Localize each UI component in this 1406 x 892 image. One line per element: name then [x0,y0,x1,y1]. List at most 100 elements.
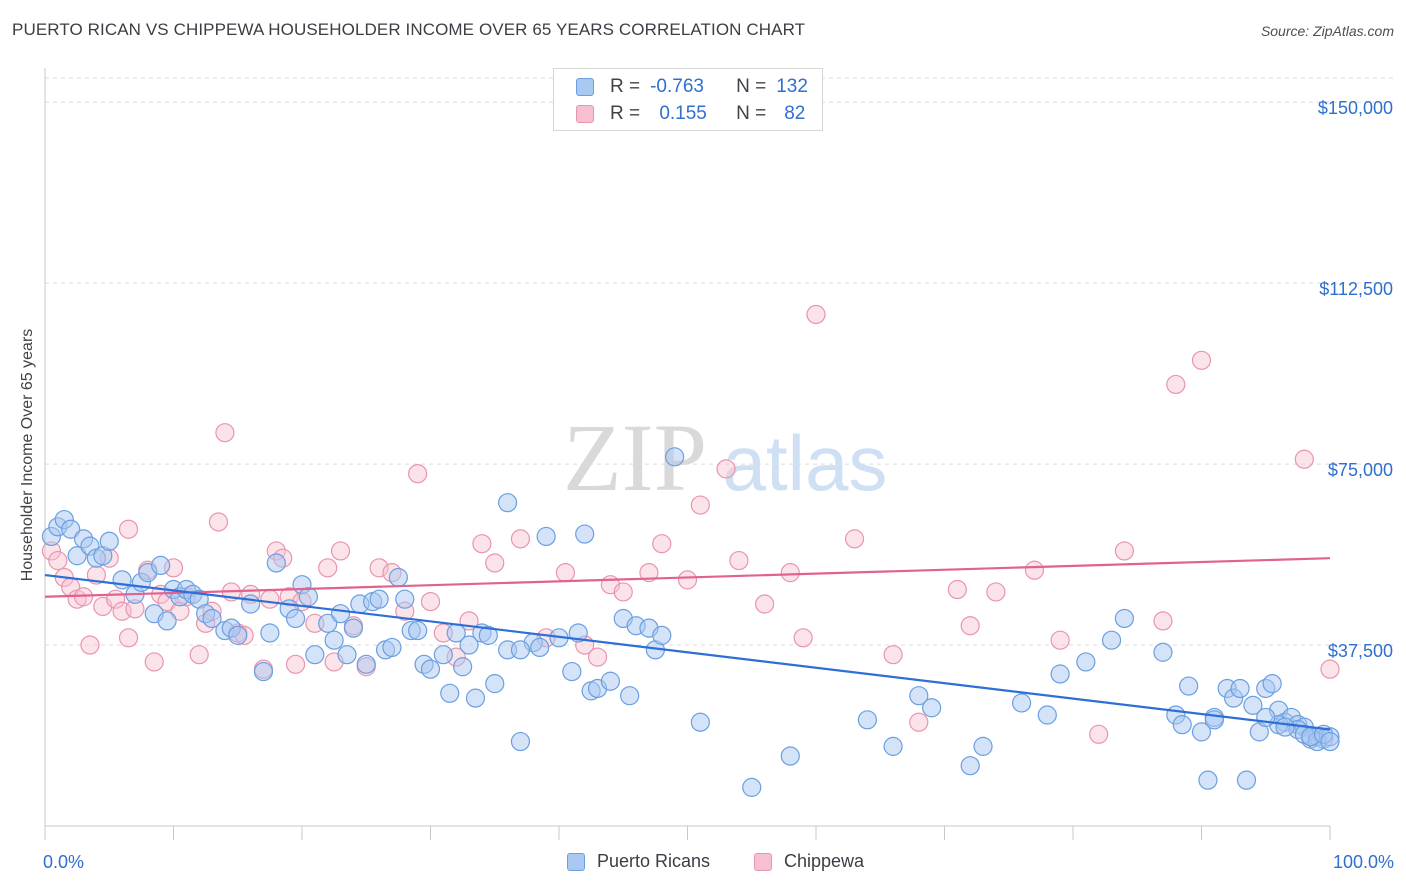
chippewa-point [118,628,139,648]
puerto-rican-point [575,524,595,544]
y-tick-label: $75,000 [1328,460,1393,480]
watermark-zip: ZIP [563,404,707,511]
puerto-rican-point [228,625,248,645]
puerto-rican-point [857,710,878,730]
chippewa-point [208,512,229,532]
chippewa-point [729,550,749,571]
puerto-rican-point [61,519,81,539]
chippewa-point [1153,611,1173,631]
puerto-rican-point [960,756,980,776]
chippewa-point [639,563,659,583]
series-legend-label: Chippewa [784,851,865,871]
puerto-rican-point [298,587,319,607]
chippewa-point [960,616,980,636]
puerto-rican-point [465,688,486,708]
puerto-rican-point [498,493,518,513]
puerto-rican-point [1230,678,1250,699]
puerto-rican-point [1076,652,1096,672]
puerto-rican-point [459,635,479,655]
chippewa-point [652,534,672,554]
puerto-rican-point [883,736,903,756]
puerto-rican-point [453,657,473,677]
puerto-rican-point [241,594,261,614]
puerto-rican-point [1256,707,1276,728]
chippewa-point [330,541,351,561]
puerto-rican-point [1236,770,1257,790]
puerto-rican-point [305,645,325,665]
chippewa-point [1089,724,1109,744]
series-legend-label: Puerto Ricans [597,851,711,871]
puerto-rican-point [157,611,177,631]
chippewa-point [118,519,139,539]
series-chippewa-points [41,304,1340,744]
puerto-rican-point [1275,717,1295,737]
watermark: ZIP atlas [563,404,887,511]
chippewa-trend-line [44,557,1331,598]
chippewa-point [690,495,710,515]
series-legend-puerto-ricans[interactable]: Puerto Ricans [567,851,710,872]
chippewa-point [1191,350,1212,370]
puerto-rican-point [665,447,685,467]
puerto-rican-point [382,637,402,658]
y-tick-label: $112,500 [1319,279,1393,299]
puerto-rican-point [1320,731,1340,752]
puerto-rican-point [1198,770,1218,790]
puerto-rican-point [1262,674,1282,694]
puerto-rican-point [620,686,640,706]
puerto-rican-point [388,567,408,588]
puerto-rican-point [510,731,531,752]
chippewa-point [947,579,967,600]
legend-r-label: R = [610,76,641,97]
puerto-ricans-trend-line [44,573,1331,731]
legend-swatch-pink [576,105,594,123]
chippewa-point [408,464,428,484]
x-tick-max: 100.0% [1332,852,1394,872]
puerto-rican-point [1191,722,1212,742]
puerto-rican-point [510,640,531,660]
chippewa-point [1114,541,1135,561]
puerto-rican-point [1172,715,1192,735]
legend-n-value: 132 [776,76,808,97]
y-tick-label: $150,000 [1318,98,1393,118]
puerto-rican-point [909,686,929,706]
puerto-rican-point [202,608,222,629]
puerto-rican-point [1179,676,1199,696]
chippewa-point [677,570,698,590]
chippewa-point [369,558,389,578]
legend-row-puerto-ricans: R = -0.763 N = 132 [576,76,808,98]
watermark-atlas: atlas [723,419,888,507]
chippewa-point [485,553,505,573]
series-legend-chippewa[interactable]: Chippewa [754,851,864,872]
chippewa-point [883,645,903,665]
chippewa-point [1166,374,1186,395]
puerto-rican-point [151,555,171,576]
chippewa-point [909,712,929,732]
puerto-rican-point [530,637,550,658]
series-legend: Puerto Ricans Chippewa [0,851,1406,877]
chippewa-point [1320,659,1340,679]
chippewa-point [793,628,813,648]
puerto-rican-point [253,661,274,682]
legend-r-value: -0.763 [650,76,704,97]
chippewa-point [80,635,100,655]
puerto-rican-point [99,531,119,551]
puerto-rican-point [562,661,582,682]
x-tick-min: 0.0% [43,852,85,872]
legend-r-label: R = [610,103,641,124]
puerto-rican-point [266,553,286,573]
puerto-rican-point [356,654,376,674]
chart-title: PUERTO RICAN VS CHIPPEWA HOUSEHOLDER INC… [12,20,806,39]
legend-n-label: N = [736,76,767,97]
chippewa-point [844,529,865,549]
puerto-rican-point [1037,705,1057,725]
chippewa-point [285,654,306,674]
chippewa-point [144,652,164,672]
legend-r-value: 0.155 [659,103,707,124]
chippewa-point [472,534,492,554]
puerto-rican-point [433,645,453,665]
puerto-rican-point [285,608,306,629]
chippewa-point [510,529,531,549]
chippewa-point [420,591,441,612]
chippewa-point [1294,449,1314,469]
puerto-rican-point [408,620,428,641]
